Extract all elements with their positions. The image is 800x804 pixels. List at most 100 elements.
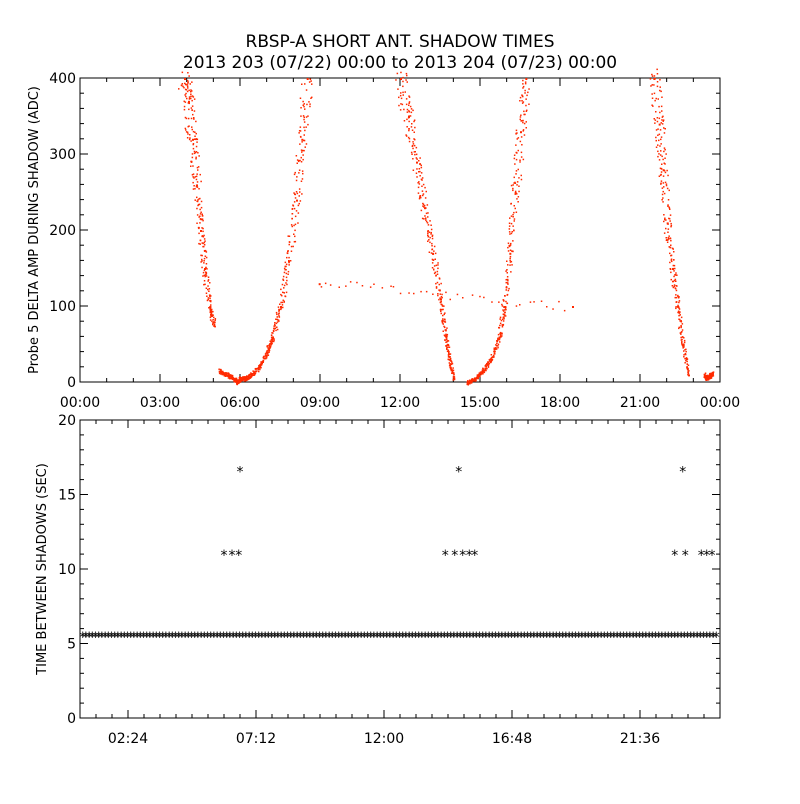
data-point — [488, 362, 491, 365]
data-point — [281, 294, 283, 297]
data-point — [442, 314, 444, 317]
data-point — [526, 109, 528, 112]
data-point — [653, 78, 656, 80]
data-point: * — [658, 630, 665, 646]
data-point — [301, 138, 304, 141]
data-point — [198, 216, 200, 218]
data-point — [411, 129, 414, 131]
x-tick-label: 16:48 — [492, 731, 532, 747]
data-point — [519, 100, 521, 102]
data-point — [186, 79, 189, 82]
data-point — [275, 329, 277, 332]
data-point — [403, 108, 405, 111]
data-point — [497, 338, 499, 340]
data-point — [674, 296, 676, 299]
data-point — [405, 135, 408, 137]
data-point — [710, 377, 713, 379]
data-point — [507, 289, 510, 292]
data-point — [501, 318, 504, 320]
data-point — [194, 138, 196, 140]
data-point — [284, 265, 286, 268]
data-point — [487, 362, 490, 364]
data-point — [233, 379, 236, 382]
data-point: * — [530, 630, 537, 646]
data-point — [509, 217, 511, 219]
data-point — [679, 320, 681, 322]
data-point — [653, 84, 655, 86]
data-point — [445, 345, 447, 347]
data-point — [527, 91, 529, 94]
data-point — [448, 358, 450, 361]
data-point — [451, 362, 454, 365]
data-point — [415, 157, 418, 159]
data-point — [251, 372, 254, 375]
data-point — [519, 116, 522, 118]
data-point — [451, 372, 453, 374]
data-point — [405, 98, 408, 100]
data-point — [687, 369, 689, 371]
data-point — [192, 181, 194, 184]
data-point — [234, 381, 236, 383]
data-point: * — [687, 630, 694, 646]
data-point — [668, 246, 670, 248]
data-point — [515, 144, 517, 146]
data-point — [402, 85, 404, 88]
data-point — [301, 141, 303, 143]
data-point: * — [390, 630, 397, 646]
data-point — [651, 97, 654, 99]
data-point — [670, 222, 672, 225]
data-point — [524, 113, 526, 116]
data-point — [525, 121, 527, 123]
data-point — [191, 156, 194, 159]
data-point — [408, 129, 410, 132]
data-point — [683, 356, 685, 358]
data-point — [515, 211, 518, 213]
data-point — [513, 205, 515, 207]
data-point — [283, 271, 286, 274]
data-point: * — [249, 630, 256, 646]
data-point — [187, 133, 189, 135]
data-point — [291, 217, 293, 220]
data-point — [236, 379, 238, 381]
data-point — [184, 94, 186, 96]
data-point — [433, 250, 435, 252]
data-point — [425, 190, 427, 193]
data-point — [295, 179, 298, 182]
data-point — [498, 327, 501, 329]
data-point — [192, 173, 195, 175]
data-point — [443, 325, 445, 328]
data-point — [490, 359, 493, 362]
y-tick-label: 200 — [49, 223, 76, 239]
data-point — [681, 336, 684, 338]
data-point — [664, 128, 666, 130]
data-point — [437, 262, 439, 264]
data-point — [181, 71, 184, 74]
data-point — [651, 75, 654, 77]
data-point — [653, 118, 655, 120]
data-point — [196, 186, 199, 188]
data-point — [509, 244, 512, 246]
data-point — [520, 120, 522, 122]
data-point — [499, 341, 501, 343]
data-point — [485, 369, 487, 371]
data-point: * — [332, 630, 339, 646]
data-point — [449, 298, 451, 301]
data-point — [399, 94, 402, 97]
data-point — [482, 367, 484, 370]
data-point — [260, 366, 262, 369]
data-point — [509, 264, 511, 266]
data-point — [675, 272, 677, 274]
data-point — [685, 357, 687, 360]
data-point — [205, 263, 208, 265]
data-point — [303, 126, 305, 129]
data-point — [450, 363, 452, 365]
data-point — [249, 373, 251, 376]
data-point — [414, 153, 416, 156]
data-point — [230, 374, 232, 376]
data-point — [510, 222, 513, 225]
data-point — [503, 299, 505, 302]
data-point — [505, 289, 507, 291]
data-point — [196, 222, 198, 224]
data-point — [422, 194, 424, 197]
data-point — [420, 164, 422, 167]
